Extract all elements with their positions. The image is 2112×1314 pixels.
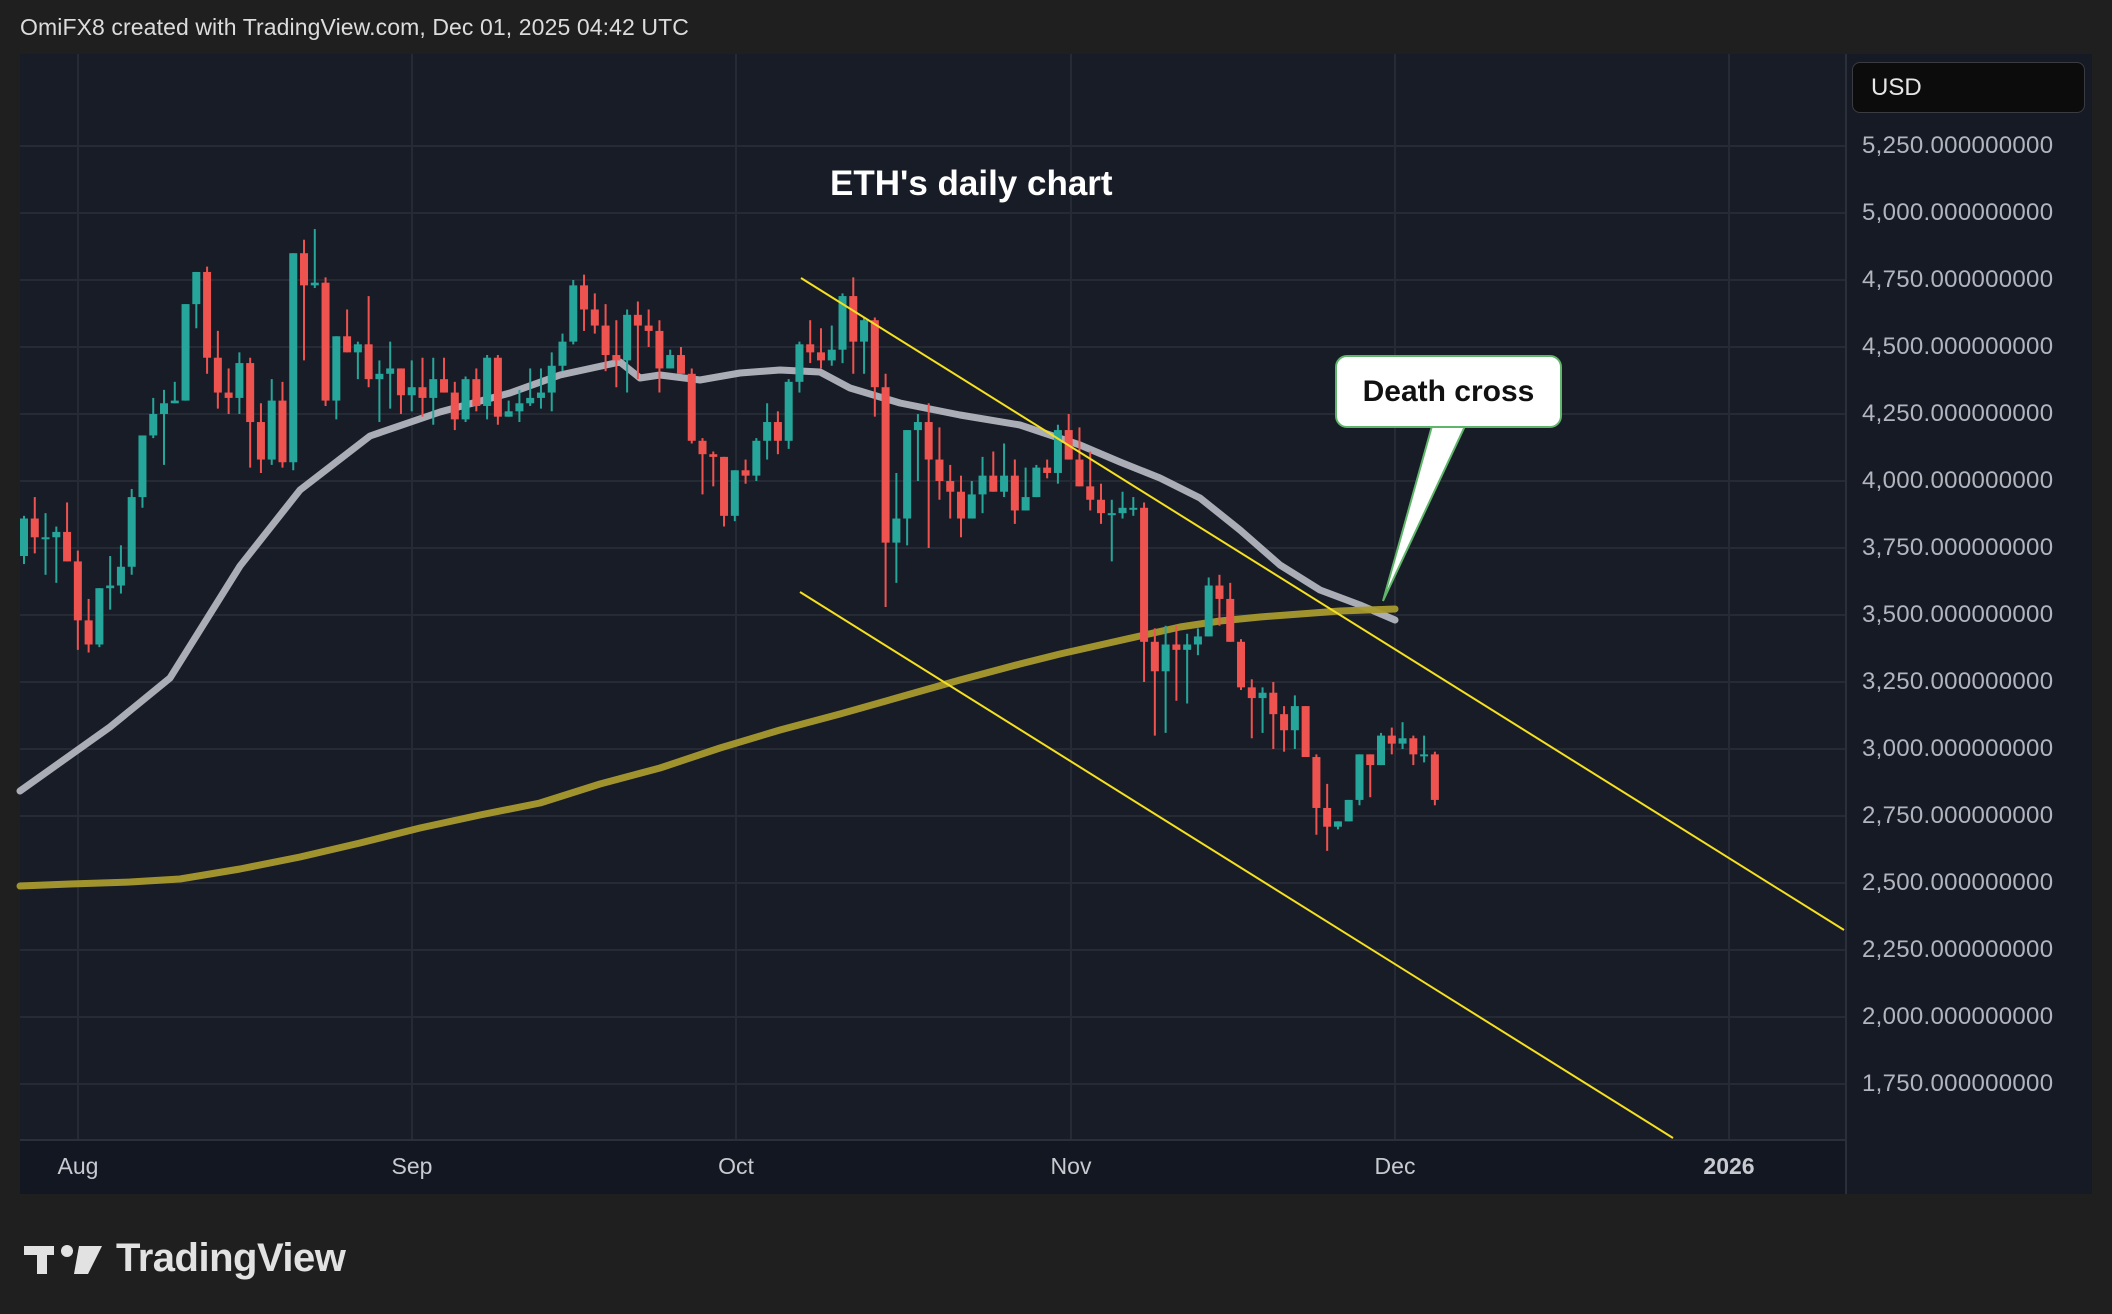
tradingview-logo-icon — [24, 1244, 102, 1274]
time-axis[interactable] — [20, 1139, 1845, 1194]
time-tick-label: Aug — [57, 1153, 99, 1179]
price-tick-label: 4,250.000000000 — [1862, 400, 2054, 427]
price-axis[interactable] — [1845, 54, 2092, 1194]
grid-lines — [20, 54, 1845, 1139]
price-tick-label: 5,250.000000000 — [1862, 132, 2054, 159]
time-tick-label: 2026 — [1703, 1153, 1755, 1179]
time-tick-label: Oct — [718, 1153, 754, 1179]
candles — [20, 229, 1439, 851]
attribution-header: OmiFX8 created with TradingView.com, Dec… — [20, 14, 689, 40]
price-tick-label: 2,750.000000000 — [1862, 802, 2054, 829]
price-tick-label: 4,000.000000000 — [1862, 467, 2054, 494]
price-tick-label: 2,500.000000000 — [1862, 869, 2054, 896]
price-tick-label: 4,750.000000000 — [1862, 266, 2054, 293]
price-tick-label: 1,750.000000000 — [1862, 1070, 2054, 1097]
price-tick-label: 2,250.000000000 — [1862, 936, 2054, 963]
time-tick-label: Sep — [391, 1153, 433, 1179]
currency-label[interactable]: USD — [1852, 62, 2085, 113]
tradingview-logo-text: TradingView — [116, 1236, 346, 1280]
time-tick-label: Nov — [1050, 1153, 1092, 1179]
price-tick-label: 3,250.000000000 — [1862, 668, 2054, 695]
price-tick-label: 4,500.000000000 — [1862, 333, 2054, 360]
time-tick-label: Dec — [1374, 1153, 1416, 1179]
price-tick-label: 3,000.000000000 — [1862, 735, 2054, 762]
trendlines — [799, 277, 1845, 1139]
moving-averages — [16, 358, 1399, 890]
price-tick-label: 3,500.000000000 — [1862, 601, 2054, 628]
price-tick-label: 3,750.000000000 — [1862, 534, 2054, 561]
price-tick-label: 5,000.000000000 — [1862, 199, 2054, 226]
death-cross-callout[interactable]: Death cross — [1335, 355, 1562, 428]
chart-title: ETH's daily chart — [830, 164, 1113, 203]
tradingview-logo: TradingView — [24, 1236, 346, 1281]
price-tick-label: 2,000.000000000 — [1862, 1003, 2054, 1030]
chart-pane[interactable] — [20, 54, 1845, 1139]
